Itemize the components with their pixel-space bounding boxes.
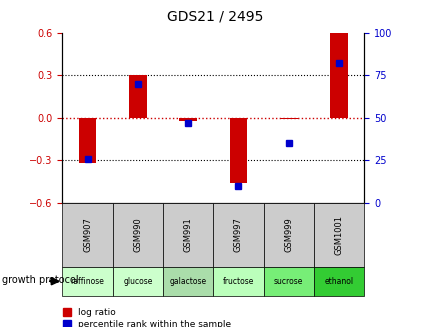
Text: GSM991: GSM991 (183, 217, 192, 252)
Bar (79, 118, 96, 163)
Bar (129, 75, 146, 118)
Text: sucrose: sucrose (273, 277, 303, 286)
Text: GSM907: GSM907 (83, 217, 92, 252)
Bar (280, 118, 297, 119)
Text: raffinose: raffinose (71, 277, 104, 286)
Text: fructose: fructose (222, 277, 254, 286)
Text: GSM990: GSM990 (133, 217, 142, 252)
Legend: log ratio, percentile rank within the sample: log ratio, percentile rank within the sa… (62, 308, 230, 327)
Text: GDS21 / 2495: GDS21 / 2495 (167, 10, 263, 24)
Text: GSM999: GSM999 (284, 217, 292, 252)
Text: glucose: glucose (123, 277, 152, 286)
Text: GSM1001: GSM1001 (334, 215, 343, 255)
Text: GSM997: GSM997 (233, 217, 243, 252)
Text: ethanol: ethanol (324, 277, 353, 286)
Text: growth protocol: growth protocol (2, 275, 79, 284)
Text: galactose: galactose (169, 277, 206, 286)
Bar (329, 33, 347, 118)
Bar (229, 118, 247, 183)
Bar (179, 118, 197, 121)
